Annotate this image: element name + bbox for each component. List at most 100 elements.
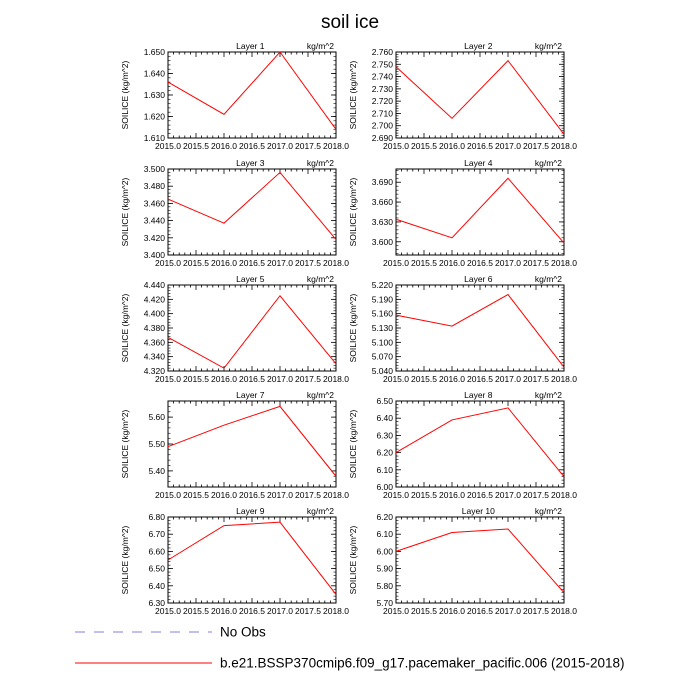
x-tick-label: 2015.5 xyxy=(183,490,209,500)
x-tick-label: 2018.0 xyxy=(323,141,349,151)
x-tick-label: 2015.5 xyxy=(411,141,437,151)
x-tick-label: 2018.0 xyxy=(551,490,577,500)
panel-units: kg/m^2 xyxy=(535,390,562,400)
y-tick-label: 5.190 xyxy=(372,294,394,304)
y-axis-label: SOILICE (kg/m^2) xyxy=(120,60,130,129)
y-axis-label: SOILICE (kg/m^2) xyxy=(348,409,358,478)
x-tick-label: 2018.0 xyxy=(323,258,349,268)
y-tick-label: 3.460 xyxy=(144,198,166,208)
y-tick-label: 6.80 xyxy=(148,512,165,522)
y-tick-label: 5.40 xyxy=(148,466,165,476)
y-tick-label: 3.690 xyxy=(372,177,394,187)
x-tick-label: 2016.5 xyxy=(239,141,265,151)
series-line xyxy=(395,177,565,244)
y-tick-label: 5.50 xyxy=(148,439,165,449)
panel-title: Layer 10 xyxy=(462,506,495,516)
panel-title: Layer 4 xyxy=(464,158,493,168)
x-tick-label: 2017.5 xyxy=(523,374,549,384)
x-tick-label: 2017.0 xyxy=(267,258,293,268)
y-tick-label: 5.070 xyxy=(372,352,394,362)
y-tick-label: 6.30 xyxy=(376,430,393,440)
x-tick-label: 2018.0 xyxy=(551,374,577,384)
panel-units: kg/m^2 xyxy=(307,41,334,51)
y-tick-label: 2.760 xyxy=(372,47,394,57)
panel-units: kg/m^2 xyxy=(307,274,334,284)
x-tick-label: 2015.5 xyxy=(411,374,437,384)
plot-frame xyxy=(395,284,565,372)
x-tick-label: 2015.0 xyxy=(155,490,181,500)
y-tick-label: 2.750 xyxy=(372,59,394,69)
x-tick-label: 2015.0 xyxy=(155,374,181,384)
y-tick-label: 1.650 xyxy=(144,47,166,57)
x-tick-label: 2017.0 xyxy=(267,374,293,384)
y-tick-label: 5.040 xyxy=(372,366,394,376)
panel-title: Layer 3 xyxy=(236,158,265,168)
plot-frame xyxy=(167,400,337,488)
x-tick-label: 2017.5 xyxy=(523,258,549,268)
x-tick-label: 2018.0 xyxy=(551,606,577,616)
x-tick-label: 2018.0 xyxy=(323,606,349,616)
y-tick-label: 1.610 xyxy=(144,133,166,143)
y-tick-label: 5.80 xyxy=(376,581,393,591)
x-tick-label: 2016.5 xyxy=(467,141,493,151)
series-line xyxy=(167,171,337,240)
x-tick-label: 2017.5 xyxy=(295,374,321,384)
x-tick-label: 2018.0 xyxy=(323,374,349,384)
x-tick-label: 2017.5 xyxy=(295,258,321,268)
x-tick-label: 2017.0 xyxy=(267,606,293,616)
panel-units: kg/m^2 xyxy=(535,158,562,168)
y-axis-label: SOILICE (kg/m^2) xyxy=(120,177,130,246)
y-tick-label: 6.20 xyxy=(376,448,393,458)
y-axis-label: SOILICE (kg/m^2) xyxy=(348,293,358,362)
series-line xyxy=(167,51,337,130)
series-line xyxy=(167,405,337,477)
y-tick-label: 2.730 xyxy=(372,84,394,94)
x-tick-label: 2016.5 xyxy=(467,374,493,384)
x-tick-label: 2017.0 xyxy=(267,490,293,500)
y-tick-label: 5.160 xyxy=(372,309,394,319)
y-tick-label: 1.630 xyxy=(144,90,166,100)
x-tick-label: 2016.0 xyxy=(439,141,465,151)
panel-units: kg/m^2 xyxy=(307,506,334,516)
y-tick-label: 3.400 xyxy=(144,250,166,260)
y-tick-label: 6.00 xyxy=(376,482,393,492)
x-tick-label: 2015.5 xyxy=(411,606,437,616)
x-tick-label: 2015.5 xyxy=(183,258,209,268)
x-tick-label: 2015.0 xyxy=(383,258,409,268)
y-tick-label: 4.420 xyxy=(144,294,166,304)
y-tick-label: 4.360 xyxy=(144,337,166,347)
y-tick-label: 5.90 xyxy=(376,564,393,574)
y-tick-label: 3.440 xyxy=(144,216,166,226)
x-tick-label: 2015.5 xyxy=(183,141,209,151)
x-tick-label: 2017.0 xyxy=(267,141,293,151)
y-tick-label: 1.620 xyxy=(144,112,166,122)
x-tick-label: 2015.0 xyxy=(383,490,409,500)
x-tick-label: 2015.0 xyxy=(383,606,409,616)
legend-label-model: b.e21.BSSP370cmip6.f09_g17.pacemaker_pac… xyxy=(220,656,625,671)
x-tick-label: 2015.5 xyxy=(183,606,209,616)
x-tick-label: 2017.5 xyxy=(295,490,321,500)
panel-title: Layer 7 xyxy=(236,390,265,400)
x-tick-label: 2018.0 xyxy=(323,490,349,500)
panel-units: kg/m^2 xyxy=(535,506,562,516)
panel-title: Layer 5 xyxy=(236,274,265,284)
y-tick-label: 2.710 xyxy=(372,108,394,118)
y-axis-label: SOILICE (kg/m^2) xyxy=(348,60,358,129)
x-tick-label: 2017.0 xyxy=(495,374,521,384)
y-tick-label: 3.630 xyxy=(372,217,394,227)
panel-title: Layer 1 xyxy=(236,41,265,51)
y-tick-label: 5.220 xyxy=(372,280,394,290)
x-tick-label: 2016.0 xyxy=(439,490,465,500)
y-tick-label: 6.10 xyxy=(376,529,393,539)
x-tick-label: 2015.5 xyxy=(411,258,437,268)
y-tick-label: 1.640 xyxy=(144,69,166,79)
y-axis-label: SOILICE (kg/m^2) xyxy=(348,525,358,594)
y-tick-label: 2.700 xyxy=(372,121,394,131)
